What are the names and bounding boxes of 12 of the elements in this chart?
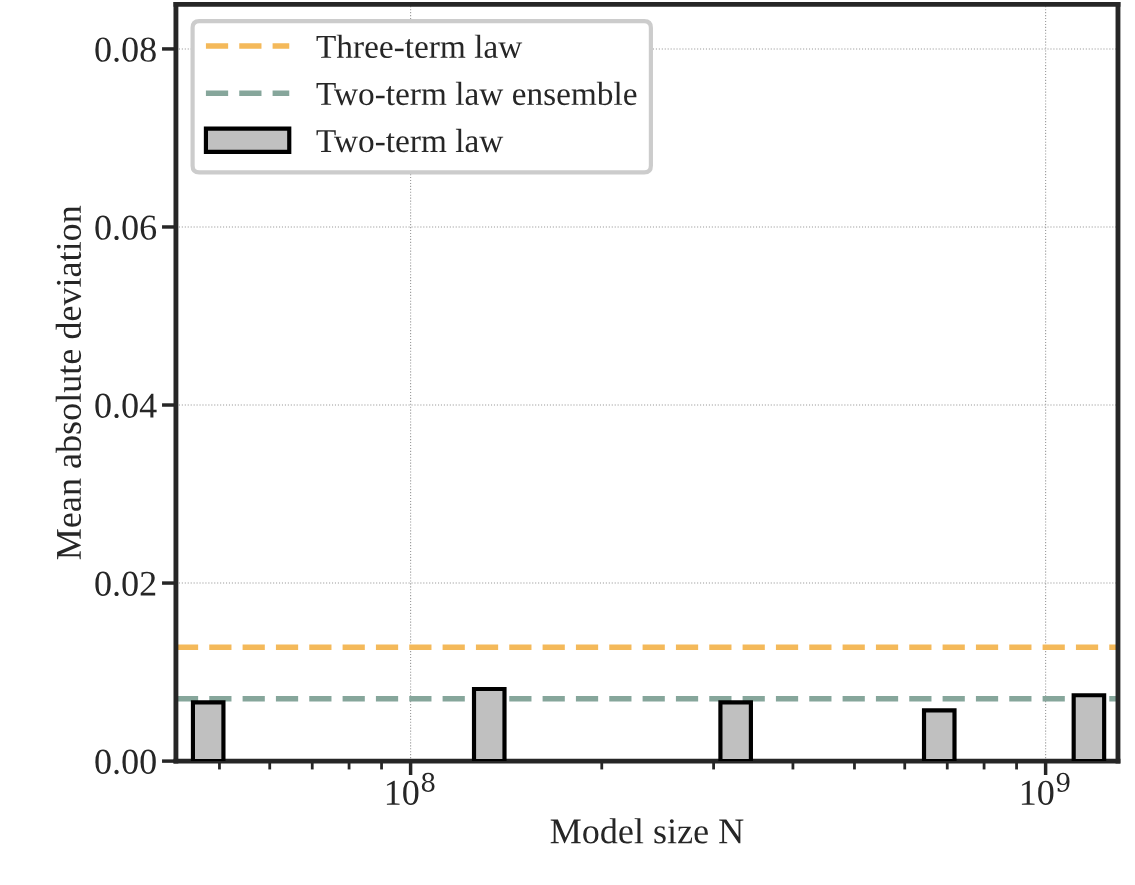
x-tick-label: 10$^{8}$ [386, 772, 435, 806]
y-tick-label: 0.00 [95, 749, 156, 775]
legend-label: Two-term law [316, 128, 504, 153]
x-tick-label: 10$^{9}$ [1021, 772, 1070, 806]
y-tick-label: 0.06 [95, 215, 157, 241]
y-tick-label: 0.08 [95, 37, 156, 62]
y-axis-title: Mean absolute deviation [55, 205, 82, 560]
y-tick-label: 0.04 [95, 393, 157, 419]
legend-label: Two-term law ensemble [316, 81, 637, 106]
x-axis-title: Model size N [550, 818, 744, 844]
y-tick-label: 0.02 [95, 571, 156, 597]
legend-label: Three-term law [316, 34, 523, 59]
